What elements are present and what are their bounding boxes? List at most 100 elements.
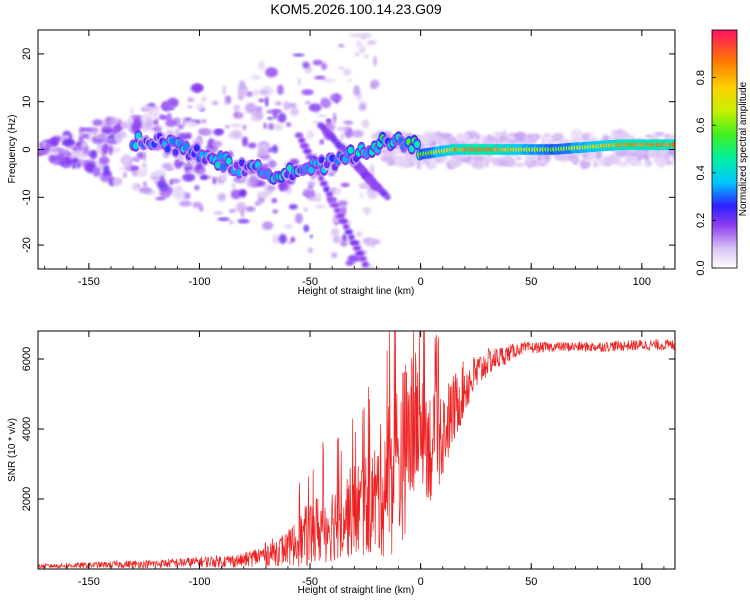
spectrogram-noise-blob <box>283 101 291 111</box>
spectrogram-streak <box>318 175 325 182</box>
spectrogram-noise-blob <box>336 126 348 132</box>
spectrogram-noise-blob <box>617 161 629 167</box>
spectrogram-noise-blob <box>307 247 314 254</box>
spectrogram-noise-blob <box>212 100 219 106</box>
spectrogram-noise-blob <box>61 139 75 146</box>
spectrogram-noise-blob <box>618 130 630 142</box>
spectrogram-noise-blob <box>93 134 104 140</box>
spectrogram-noise-blob <box>182 118 187 127</box>
spectrogram-noise-blob <box>428 135 441 142</box>
spectrogram-noise-blob <box>224 100 228 105</box>
spectrogram-ridge-core <box>164 145 171 153</box>
snr-x-tick-label: 100 <box>633 576 651 588</box>
spectrogram-noise-blob <box>250 115 258 121</box>
spectrogram-y-ticks: 20 10 0 -10 -20 <box>21 48 675 253</box>
spectrogram-noise-blob <box>275 101 282 106</box>
spectrogram-noise-blob <box>358 103 367 111</box>
spectrogram-noise-blob <box>331 187 342 195</box>
spectrogram-noise-blob <box>201 119 207 124</box>
spectrogram-noise-blob <box>338 44 345 48</box>
spectrogram-noise-blob <box>284 224 293 229</box>
colorbar-tick-label: 0.2 <box>695 213 707 228</box>
spectrogram-noise-blob <box>523 160 534 166</box>
spectrogram-y-tick-label: -10 <box>21 189 33 205</box>
spectrogram-noise-blob <box>322 78 336 83</box>
spectrogram-noise-blob <box>203 129 213 136</box>
spectrogram-noise-blob <box>301 89 314 96</box>
spectrogram-noise-blob <box>108 144 113 156</box>
spectrogram-streak <box>314 169 323 176</box>
figure-title: KOM5.2026.100.14.23.G09 <box>270 1 441 17</box>
spectrogram-noise-blob <box>72 157 78 164</box>
spectrogram-noise-blob <box>152 120 159 125</box>
spectrogram-ridge-core <box>347 146 354 154</box>
spectrogram-noise-blob <box>642 153 649 159</box>
spectrogram-noise-blob <box>267 160 277 168</box>
spectrogram-noise-blob <box>182 173 196 182</box>
spectrogram-noise-blob <box>272 209 279 214</box>
spectrogram-noise-blob <box>238 189 247 196</box>
spectrogram-noise-blob <box>165 118 177 128</box>
spectrogram-noise-blob <box>454 158 463 166</box>
spectrogram-noise-blob <box>337 66 344 70</box>
spectrogram-noise-blob <box>103 164 110 176</box>
spectrogram-noise-blob <box>250 74 261 81</box>
spectrogram-noise-blob <box>325 118 332 122</box>
spectrogram-streak <box>348 234 355 241</box>
spectrogram-streak <box>333 207 342 214</box>
spectrogram-noise-blob <box>345 260 355 266</box>
spectrogram-noise-blob <box>102 143 110 154</box>
spectrogram-noise-blob <box>142 181 148 187</box>
snr-x-tick-label: 0 <box>418 576 424 588</box>
spectrogram-noise-blob <box>321 99 332 109</box>
spectrogram-noise-blob <box>317 114 328 118</box>
spectrogram-noise-blob <box>142 151 147 162</box>
spectrogram-noise-blob <box>373 55 377 67</box>
spectrogram-noise-blob <box>550 133 564 142</box>
spectrogram-noise-blob <box>540 157 546 164</box>
spectrogram-noise-blob <box>237 218 250 224</box>
spectrogram-noise-blob <box>240 209 245 218</box>
spectrogram-noise-blob <box>342 233 347 242</box>
spectrogram-noise-blob <box>307 181 316 187</box>
spectrogram-noise-blob <box>344 127 353 139</box>
spectrogram-noise-blob <box>139 186 152 194</box>
spectrogram-noise-blob <box>103 137 115 144</box>
spectrogram-noise-blob <box>264 96 269 107</box>
spectrogram-noise-blob <box>150 176 160 180</box>
spectrogram-ridge-core <box>671 142 675 148</box>
spectrogram-streak <box>294 132 304 139</box>
spectrogram-x-tick-label: -150 <box>78 276 100 288</box>
spectrogram-noise-blob <box>277 84 284 96</box>
spectrogram-streak <box>325 191 333 198</box>
spectrogram-noise-blob <box>217 192 227 202</box>
spectrogram-noise-blob <box>247 142 257 149</box>
spectrogram-noise-blob <box>45 143 50 154</box>
spectrogram-noise-blob <box>76 159 86 164</box>
spectrogram-noise-blob <box>542 133 551 139</box>
spectrogram-y-tick-label: 0 <box>21 146 33 152</box>
spectrogram-noise-blob <box>653 131 666 137</box>
spectrogram-noise-blob <box>589 137 598 143</box>
spectrogram-noise-blob <box>359 192 364 199</box>
spectrogram-ridge-core <box>172 148 179 156</box>
spectrogram-noise-blob <box>161 162 173 170</box>
spectrogram-noise-blob <box>211 140 223 148</box>
spectrogram-noise-blob <box>160 175 164 182</box>
spectrogram-noise-blob <box>305 101 311 105</box>
spectrogram-noise-blob <box>340 182 350 188</box>
spectrogram-noise-blob <box>277 112 287 123</box>
spectrogram-noise-blob <box>72 147 77 151</box>
spectrogram-noise-blob <box>513 162 525 167</box>
spectrogram-noise-blob <box>242 124 247 131</box>
spectrogram-noise-blob <box>253 88 259 97</box>
spectrogram-noise-blob <box>278 181 290 191</box>
spectrogram-ridge-core <box>193 144 200 152</box>
spectrogram-ridge-core <box>414 140 421 148</box>
snr-y-tick-label: 4000 <box>21 417 33 441</box>
spectrogram-x-tick-label: -100 <box>188 276 210 288</box>
spectrogram-noise-blob <box>480 135 487 142</box>
spectrogram-noise-blob <box>361 119 370 129</box>
spectrogram-noise-blob <box>245 91 254 97</box>
spectrogram-noise-blob <box>145 105 156 110</box>
